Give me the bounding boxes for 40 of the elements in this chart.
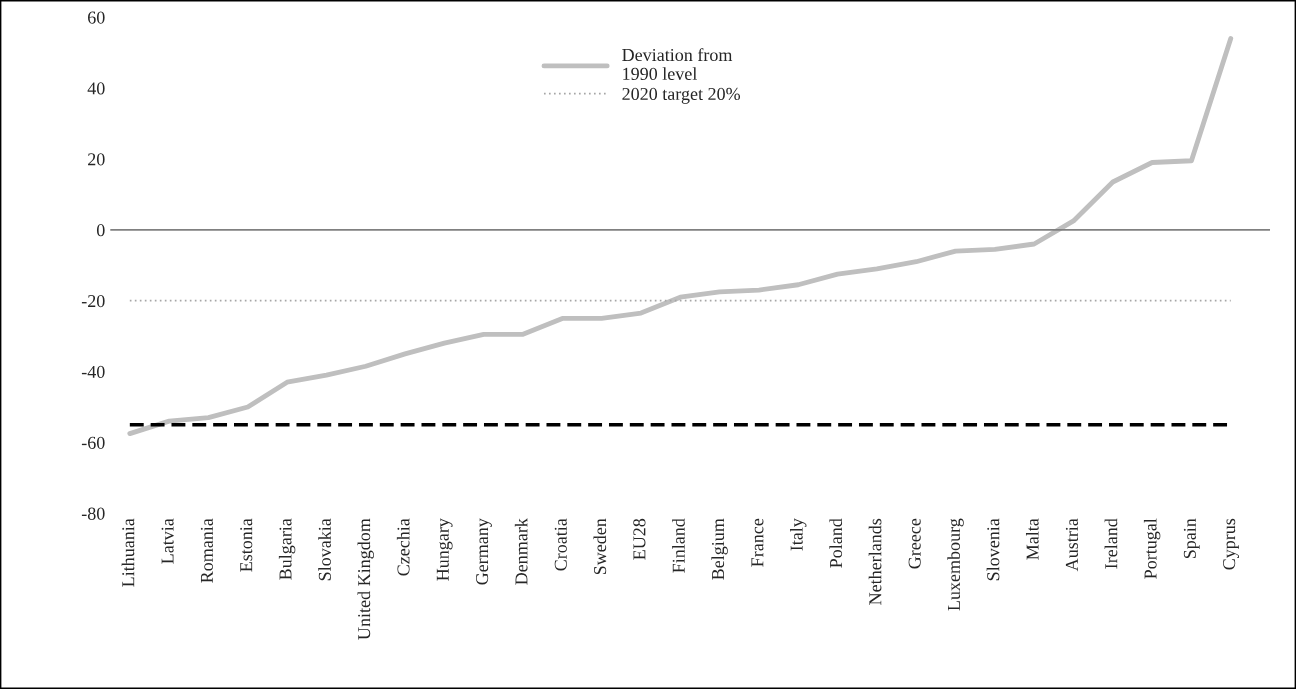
y-tick-label: -60: [81, 436, 105, 449]
x-tick-label: EU28: [633, 518, 646, 560]
x-tick-label: Portugal: [1143, 518, 1161, 579]
legend-label: Deviation from 1990 level: [622, 48, 733, 80]
x-tick-label: Luxembourg: [947, 518, 964, 611]
x-tick-label: Romania: [200, 518, 213, 583]
x-tick-label: Bulgaria: [278, 518, 296, 580]
x-tick-label: Belgium: [711, 518, 728, 580]
y-tick-label: 60: [88, 11, 105, 24]
x-tick-label: Latvia: [161, 518, 174, 564]
x-tick-label: Netherlands: [868, 518, 882, 605]
y-tick-label: 20: [88, 153, 105, 166]
x-tick-label: Lithuania: [121, 518, 135, 587]
x-tick-label: Germany: [476, 518, 492, 585]
line-series: [127, 36, 1234, 437]
x-tick-label: Finland: [672, 518, 685, 573]
x-tick-label: Ireland: [1104, 518, 1118, 569]
x-tick-label: Spain: [1183, 518, 1200, 559]
x-tick-label: Estonia: [240, 518, 253, 572]
y-tick-label: -40: [81, 365, 105, 379]
legend-label: 2020 target 20%: [622, 87, 741, 104]
y-tick-label: 40: [87, 82, 105, 95]
x-tick-label: United Kingdom: [357, 518, 374, 640]
x-tick-label: Czechia: [396, 518, 410, 576]
x-tick-label: Austria: [1065, 518, 1078, 572]
x-tick-label: Sweden: [593, 518, 607, 575]
x-tick-label: Italy: [790, 518, 807, 551]
x-tick-label: Croatia: [554, 518, 567, 571]
x-tick-label: Malta: [1025, 518, 1039, 560]
y-tick-label: -20: [81, 294, 105, 308]
x-tick-label: Hungary: [436, 518, 453, 581]
x-tick-label: Greece: [908, 518, 921, 569]
x-tick-label: France: [751, 518, 764, 567]
x-tick-label: Slovenia: [986, 518, 1000, 581]
y-tick-label: -80: [81, 507, 105, 520]
x-tick-label: Cyprus: [1223, 518, 1239, 570]
x-tick-label: Denmark: [514, 518, 528, 585]
y-tick-label: 0: [96, 224, 105, 237]
x-tick-label: Slovakia: [318, 518, 331, 581]
x-tick-label: Poland: [829, 518, 843, 568]
